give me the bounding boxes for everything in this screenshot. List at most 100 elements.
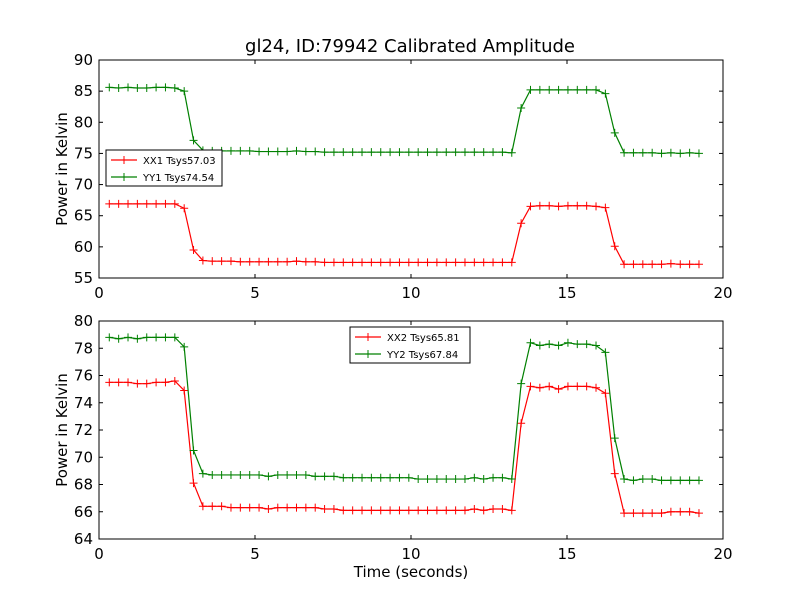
data-point [245,257,254,266]
data-point [648,260,657,269]
data-point [414,148,423,157]
data-point [105,333,114,342]
data-point [301,470,310,479]
data-point [451,258,460,267]
data-point [161,333,170,342]
legend-label: YY1 Tsys74.54 [142,173,214,184]
data-point [629,509,638,518]
data-point [273,503,282,512]
data-point [386,473,395,482]
data-point [685,507,694,516]
data-point [414,258,423,267]
data-point [283,257,292,266]
data-point [105,83,114,92]
data-point [255,147,264,156]
data-point [292,146,301,155]
data-point [489,258,498,267]
data-point [217,502,226,511]
data-point [142,333,151,342]
y-axis-label: Power in Kelvin [53,373,71,487]
data-point [133,199,142,208]
data-point [152,378,161,387]
data-point [283,147,292,156]
data-point [498,505,507,514]
data-point [554,85,563,94]
data-point [198,502,207,511]
data-point [694,260,703,269]
data-point [376,258,385,267]
data-point [105,378,114,387]
data-point [255,257,264,266]
data-point [517,379,526,388]
data-point [264,505,273,514]
data-point [592,202,601,211]
y-tick-label: 65 [74,207,93,225]
data-point [563,382,572,391]
data-point [226,470,235,479]
data-point [376,506,385,515]
x-tick-label: 0 [94,284,104,302]
data-point [601,203,610,212]
data-point [620,509,629,518]
data-point [592,383,601,392]
data-point [142,199,151,208]
data-point [358,148,367,157]
data-point [498,258,507,267]
data-point [339,506,348,515]
data-point [236,146,245,155]
data-point [208,470,217,479]
data-point [320,258,329,267]
data-point [329,472,338,481]
data-point [301,503,310,512]
data-point [638,475,647,484]
legend-marker [120,173,128,181]
data-point [198,469,207,478]
data-point [161,83,170,92]
data-point [124,378,133,387]
data-point [152,199,161,208]
data-point [226,257,235,266]
data-point [676,507,685,516]
data-point [348,473,357,482]
data-point [367,473,376,482]
data-point [245,146,254,155]
data-point [152,333,161,342]
data-point [283,470,292,479]
series-markers-1 [105,199,703,269]
data-point [526,382,535,391]
x-tick-label: 5 [250,545,260,563]
data-point [311,257,320,266]
data-point [526,338,535,347]
data-point [573,85,582,94]
data-point [329,505,338,514]
data-point [208,257,217,266]
data-point [180,204,189,213]
data-point [676,476,685,485]
data-point [161,378,170,387]
data-point [264,147,273,156]
data-point [563,338,572,347]
data-point [479,475,488,484]
data-point [657,476,666,485]
data-point [489,505,498,514]
legend-label: YY2 Tsys67.84 [386,350,458,361]
data-point [629,260,638,269]
data-point [255,503,264,512]
data-point [358,473,367,482]
data-point [189,446,198,455]
data-point [442,258,451,267]
data-point [610,469,619,478]
data-point [226,146,235,155]
data-point [264,472,273,481]
data-point [451,475,460,484]
series-line-1 [109,380,700,514]
data-point [620,260,629,269]
bottom-plot: 0 5 10 15 20 64 66 68 70 72 74 76 78 80 Power in Kelvi… [53,312,733,581]
data-point [273,257,282,266]
data-point [526,85,535,94]
data-point [648,475,657,484]
data-point [432,258,441,267]
series-markers-1 [105,376,703,518]
data-point [264,257,273,266]
data-point [582,201,591,210]
